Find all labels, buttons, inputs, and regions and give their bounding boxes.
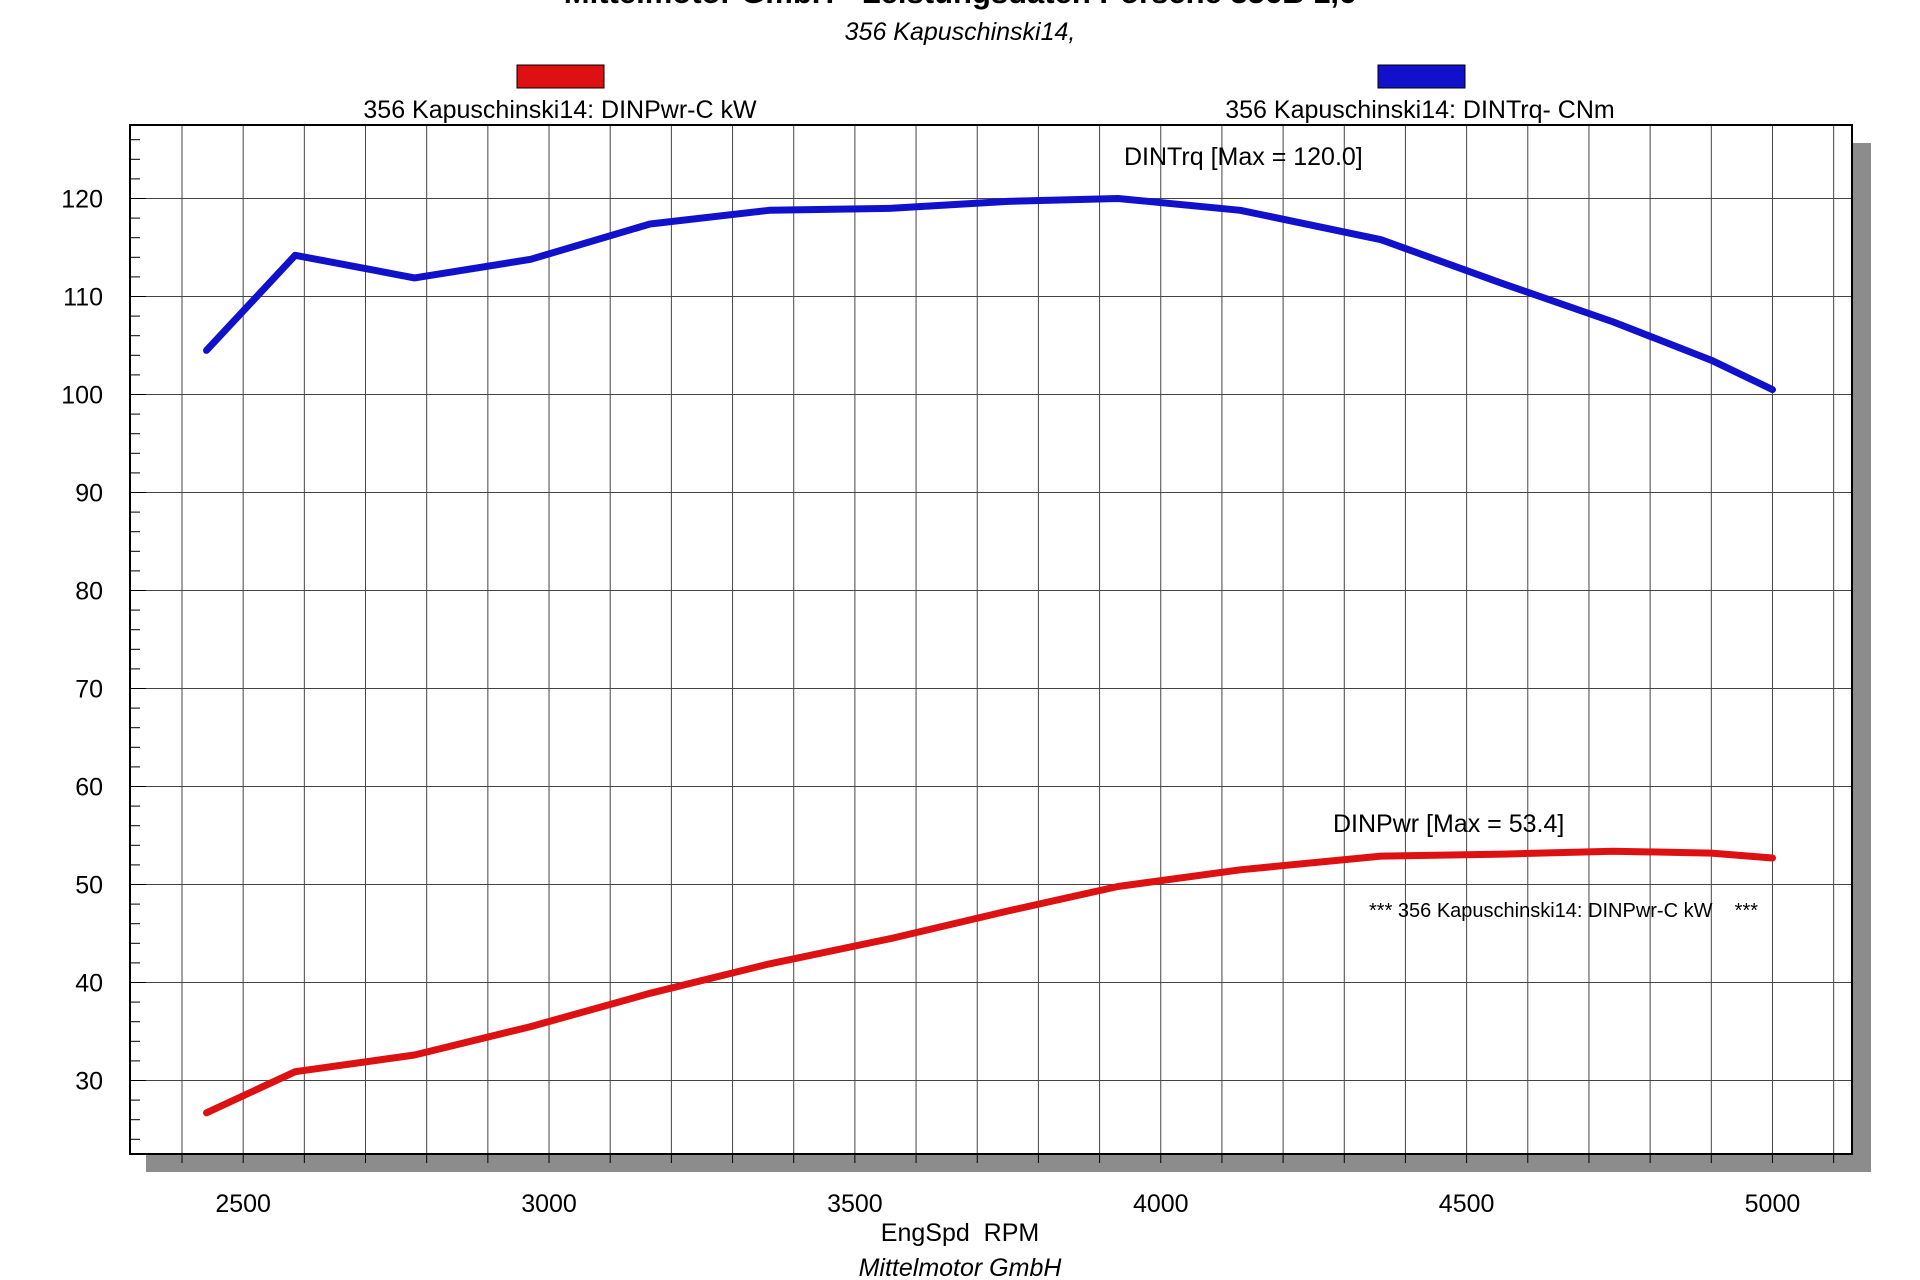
series-line-torque [203,195,1776,394]
x-tick-label: 3000 [521,1190,577,1218]
y-tick-label: 50 [75,872,103,900]
series-line-power [203,847,1776,1117]
chart-subtitle: 356 Kapuschinski14, [845,18,1076,46]
y-tick-label: 40 [75,970,103,998]
y-tick-label: 30 [75,1068,103,1096]
series-layer [203,195,1776,1117]
y-tick-label: 110 [63,284,103,312]
legend-label-power: 356 Kapuschinski14: DINPwr-C kW [363,96,757,124]
y-tick-label: 60 [75,774,103,802]
legend-swatch-power [516,64,605,89]
x-tick-label: 4000 [1133,1190,1189,1218]
y-tick-label: 90 [75,480,103,508]
power-max-annotation: DINPwr [Max = 53.4] [1333,810,1564,838]
y-tick-label: 70 [75,676,103,704]
tick-labels: 2500 3000 3500 4000 4500 5000 30 40 50 60 70 80 90 10… [61,186,1800,1219]
plot-area [130,125,1852,1154]
legend-label-torque: 356 Kapuschinski14: DINTrq- CNm [1225,96,1615,124]
grid [130,125,1852,1163]
y-tick-label: 100 [61,382,103,410]
x-tick-label: 2500 [215,1190,271,1218]
y-tick-label: 80 [75,578,103,606]
x-tick-label: 5000 [1745,1190,1801,1218]
plot-frame [129,124,1853,1155]
x-tick-label: 4500 [1439,1190,1495,1218]
torque-max-annotation: DINTrq [Max = 120.0] [1124,143,1363,171]
y-tick-label: 120 [61,186,103,214]
legend-swatch-torque [1377,64,1466,89]
footer-credit: Mittelmotor GmbH [859,1254,1063,1280]
x-axis-label: EngSpd RPM [881,1219,1039,1247]
x-tick-label: 3500 [827,1190,883,1218]
legend: 356 Kapuschinski14: DINPwr-C kW 356 Kapu… [363,64,1615,124]
chart-title: Mittelmotor GmbH - Leistungsdaten Porsch… [564,0,1356,10]
series-note-annotation: *** 356 Kapuschinski14: DINPwr-C kW *** [1369,900,1758,922]
